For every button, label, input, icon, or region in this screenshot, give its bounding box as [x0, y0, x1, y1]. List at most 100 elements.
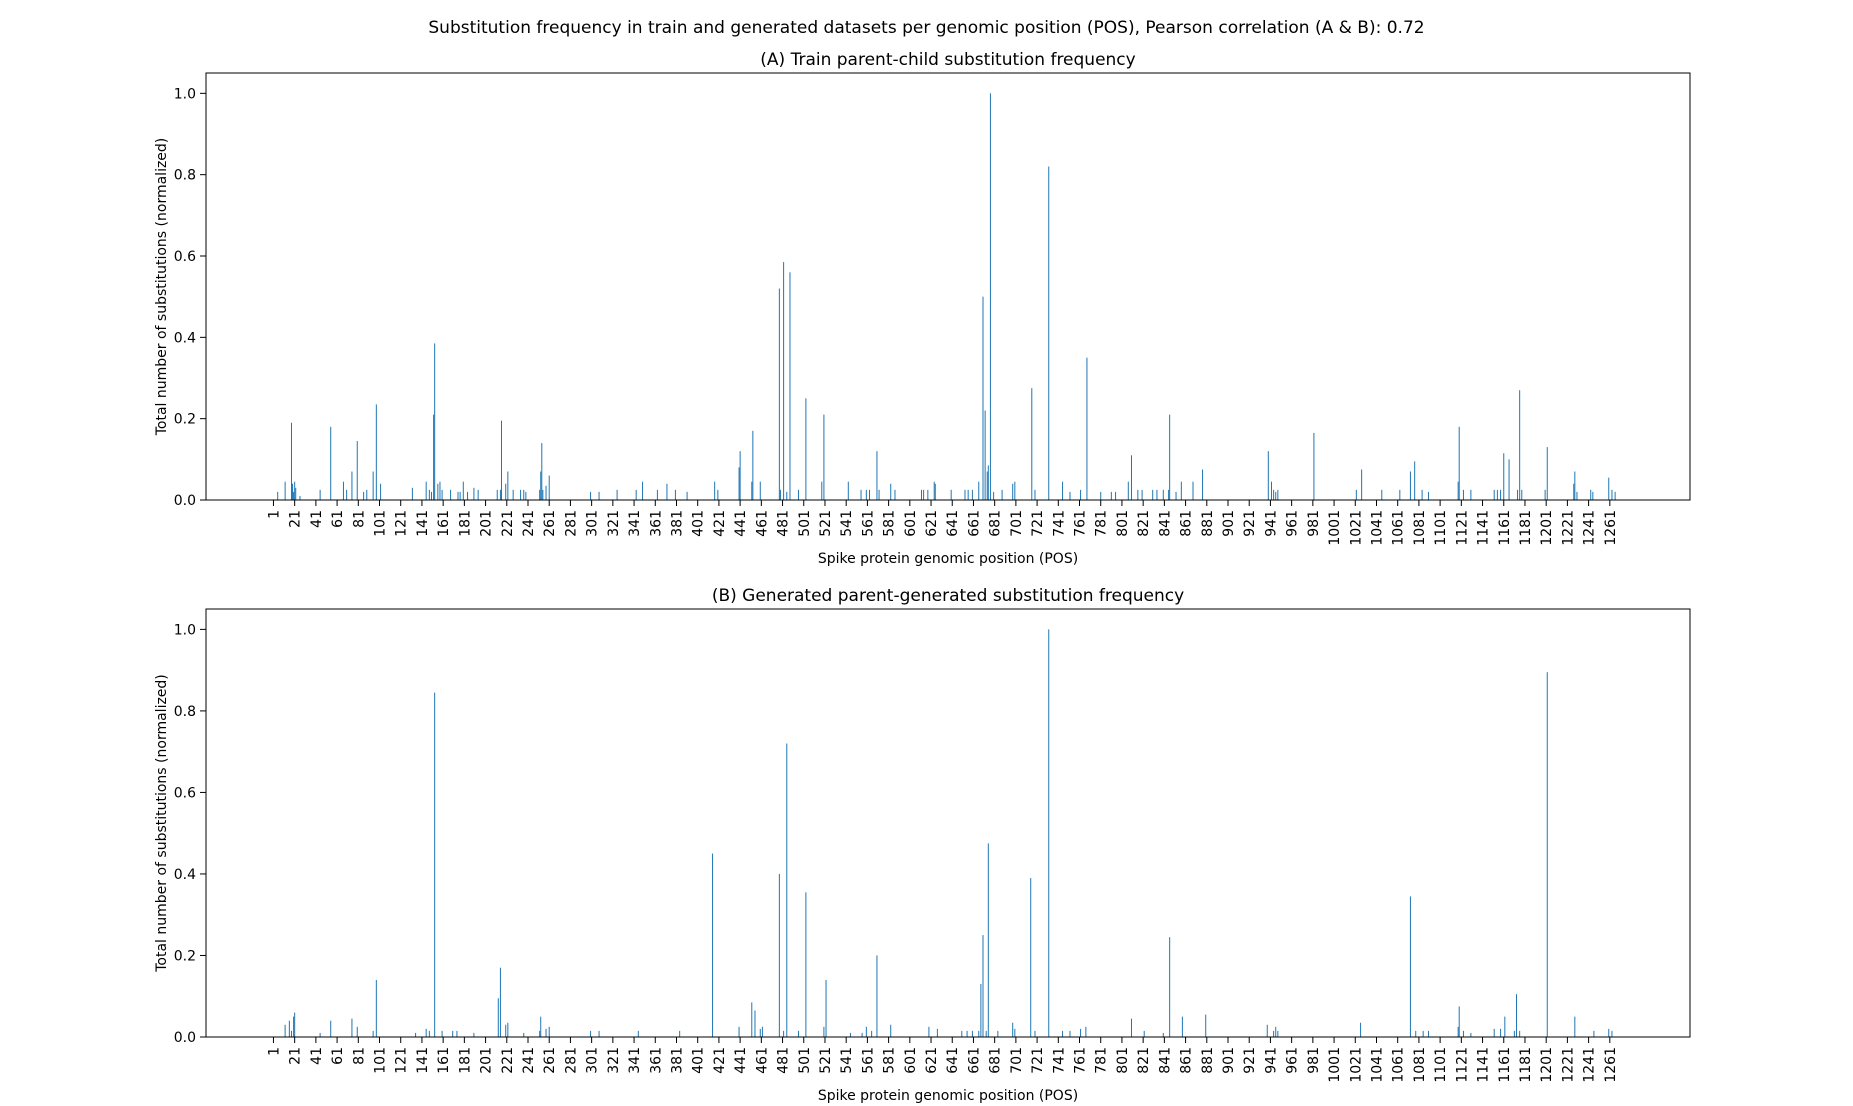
bar: [598, 491, 600, 500]
x-tick-label: 1061: [1391, 1047, 1407, 1083]
bar: [1611, 489, 1613, 500]
bar: [1014, 1028, 1016, 1037]
bar: [966, 1030, 968, 1037]
x-tick-label: 521: [818, 510, 834, 537]
x-tick-label: 41: [309, 1047, 325, 1065]
bar: [319, 489, 321, 500]
bar: [928, 1026, 930, 1037]
bar: [452, 1030, 454, 1037]
bar: [1175, 491, 1177, 500]
y-tick-label: 0.2: [174, 412, 196, 428]
x-tick-label: 1041: [1369, 1047, 1385, 1083]
bar: [1169, 414, 1171, 500]
bar: [277, 491, 279, 500]
x-tick-label: 621: [924, 510, 940, 537]
bar: [1110, 491, 1112, 500]
x-tick-label: 461: [754, 510, 770, 537]
bar: [1360, 1022, 1362, 1037]
bar: [1273, 1030, 1275, 1037]
bar: [920, 489, 922, 500]
bar: [1169, 937, 1171, 1037]
bar: [1409, 471, 1411, 500]
x-tick-label: 781: [1094, 1047, 1110, 1074]
x-tick-label: 1261: [1603, 1047, 1619, 1083]
bar: [497, 998, 499, 1037]
x-tick-label: 421: [712, 1047, 728, 1074]
bar: [1143, 1030, 1145, 1037]
x-tick-label: 181: [457, 510, 473, 537]
bar: [759, 1028, 761, 1037]
bar: [439, 481, 441, 500]
bar: [1275, 491, 1277, 500]
bar: [1270, 481, 1272, 500]
x-tick-label: 341: [627, 510, 643, 537]
bar: [1457, 1026, 1459, 1037]
x-tick-label: 1181: [1518, 1047, 1534, 1083]
bar: [1152, 489, 1154, 500]
bar: [1086, 357, 1088, 500]
x-tick-label: 1141: [1476, 510, 1492, 546]
x-tick-label: 881: [1200, 510, 1216, 537]
bar: [878, 489, 880, 500]
bar: [752, 430, 754, 500]
bar: [759, 481, 761, 500]
bar: [1517, 489, 1519, 500]
bar: [520, 489, 522, 500]
bar: [293, 491, 295, 500]
bar: [375, 979, 377, 1037]
bar: [1069, 491, 1071, 500]
bar: [330, 426, 332, 500]
bar: [1048, 166, 1050, 501]
x-tick-label: 881: [1200, 1047, 1216, 1074]
panel-a-y-axis-label: Total number of substitutions (normalize…: [154, 138, 170, 437]
bar: [456, 1030, 458, 1037]
bar: [505, 483, 507, 500]
x-tick-label: 1041: [1369, 510, 1385, 546]
bar: [1069, 1030, 1071, 1037]
x-tick-label: 141: [415, 1047, 431, 1074]
bar: [993, 491, 995, 500]
panel-b-title: (B) Generated parent-generated substitut…: [712, 586, 1184, 606]
y-tick-label: 0.8: [174, 704, 196, 720]
bar: [372, 1030, 374, 1037]
bar: [1062, 1030, 1064, 1037]
x-tick-label: 941: [1263, 510, 1279, 537]
panel-a-title: (A) Train parent-child substitution freq…: [760, 50, 1135, 70]
bar: [523, 1032, 525, 1037]
y-tick-label: 0.2: [174, 948, 196, 964]
x-tick-label: 641: [945, 510, 961, 537]
bar: [1422, 1030, 1424, 1037]
x-tick-label: 921: [1242, 510, 1258, 537]
x-tick-label: 681: [988, 1047, 1004, 1074]
bar: [986, 471, 988, 500]
bar: [1162, 489, 1164, 500]
bar: [890, 483, 892, 500]
x-tick-label: 101: [373, 510, 389, 537]
bar: [590, 491, 592, 500]
bar: [783, 262, 785, 500]
bar: [523, 489, 525, 500]
bar: [548, 1026, 550, 1037]
bar: [366, 489, 368, 500]
bar: [542, 489, 544, 500]
bar: [823, 1026, 825, 1037]
bar: [1012, 483, 1014, 500]
bar: [473, 487, 475, 500]
x-tick-label: 721: [1030, 1047, 1046, 1074]
x-tick-label: 741: [1051, 1047, 1067, 1074]
bar: [778, 873, 780, 1037]
x-tick-label: 621: [924, 1047, 940, 1074]
x-tick-label: 1061: [1391, 510, 1407, 546]
x-tick-label: 341: [627, 1047, 643, 1074]
bar: [1181, 1016, 1183, 1037]
x-tick-label: 661: [966, 510, 982, 537]
bar: [299, 495, 301, 500]
bar: [1267, 451, 1269, 500]
bar: [712, 853, 714, 1037]
x-tick-label: 501: [797, 1047, 813, 1074]
bar: [989, 93, 991, 500]
bar: [1427, 1030, 1429, 1037]
x-tick-label: 1261: [1603, 510, 1619, 546]
x-tick-label: 821: [1136, 510, 1152, 537]
x-tick-label: 301: [585, 510, 601, 537]
